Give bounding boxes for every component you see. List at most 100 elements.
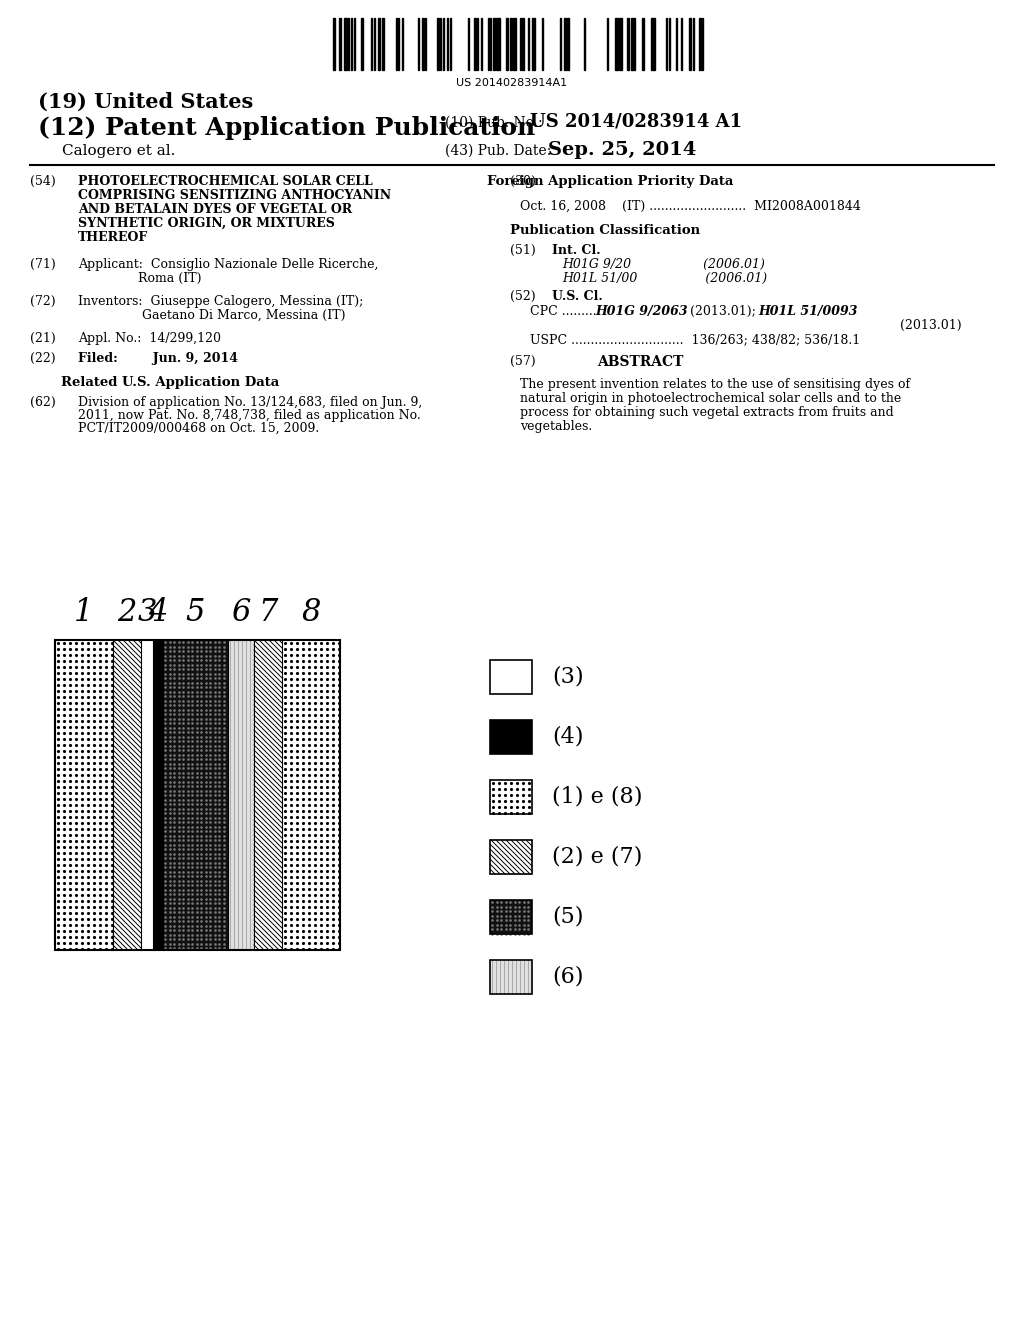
Text: Oct. 16, 2008    (IT) .........................  MI2008A001844: Oct. 16, 2008 (IT) .....................…	[520, 201, 861, 213]
Text: Int. Cl.: Int. Cl.	[552, 244, 601, 257]
Text: (71): (71)	[30, 257, 55, 271]
Text: (1) e (8): (1) e (8)	[552, 785, 642, 808]
Text: Related U.S. Application Data: Related U.S. Application Data	[60, 376, 280, 389]
Bar	[490, 780, 532, 814]
Bar	[339, 18, 341, 70]
Text: PCT/IT2009/000468 on Oct. 15, 2009.: PCT/IT2009/000468 on Oct. 15, 2009.	[78, 422, 319, 436]
Text: PHOTOELECTROCHEMICAL SOLAR CELL: PHOTOELECTROCHEMICAL SOLAR CELL	[78, 176, 373, 187]
Bar	[141, 640, 153, 950]
Text: 2: 2	[118, 597, 136, 628]
Text: Sep. 25, 2014: Sep. 25, 2014	[548, 141, 696, 158]
Bar	[437, 18, 439, 70]
Text: U.S. Cl.: U.S. Cl.	[552, 290, 603, 304]
Text: (19) United States: (19) United States	[38, 92, 253, 112]
Bar	[113, 640, 141, 950]
Bar	[474, 18, 476, 70]
Bar	[513, 18, 516, 70]
Text: (3): (3)	[552, 667, 584, 688]
Text: (51): (51)	[510, 244, 536, 257]
Bar	[490, 840, 532, 874]
Bar	[490, 900, 532, 935]
Text: H01L 51/00                 (2006.01): H01L 51/00 (2006.01)	[562, 272, 767, 285]
Text: US 20140283914A1: US 20140283914A1	[457, 78, 567, 88]
Text: H01G 9/2063: H01G 9/2063	[595, 305, 688, 318]
Bar	[631, 18, 635, 70]
Text: H01G 9/20                  (2006.01): H01G 9/20 (2006.01)	[562, 257, 765, 271]
Text: 2011, now Pat. No. 8,748,738, filed as application No.: 2011, now Pat. No. 8,748,738, filed as a…	[78, 409, 421, 422]
Text: 5: 5	[185, 597, 205, 628]
Text: Appl. No.:  14/299,120: Appl. No.: 14/299,120	[78, 333, 221, 345]
Text: (57): (57)	[510, 355, 536, 368]
Bar	[254, 640, 282, 950]
Bar	[490, 719, 532, 754]
Text: Division of application No. 13/124,683, filed on Jun. 9,: Division of application No. 13/124,683, …	[78, 396, 422, 409]
Text: 7: 7	[258, 597, 278, 628]
Text: COMPRISING SENSITIZING ANTHOCYANIN: COMPRISING SENSITIZING ANTHOCYANIN	[78, 189, 391, 202]
Text: Publication Classification: Publication Classification	[510, 224, 700, 238]
Bar	[490, 840, 532, 874]
Bar	[282, 640, 340, 950]
Bar	[490, 660, 532, 694]
Bar	[627, 18, 629, 70]
Text: 8: 8	[301, 597, 321, 628]
Text: USPC .............................  136/263; 438/82; 536/18.1: USPC ............................. 136/2…	[530, 333, 860, 346]
Bar	[490, 960, 532, 994]
Bar	[522, 18, 524, 70]
Text: (62): (62)	[30, 396, 55, 409]
Bar	[344, 18, 347, 70]
Text: natural origin in photoelectrochemical solar cells and to the: natural origin in photoelectrochemical s…	[520, 392, 901, 405]
Text: (4): (4)	[552, 726, 584, 748]
Bar	[55, 640, 340, 950]
Bar	[651, 18, 655, 70]
Bar	[618, 18, 622, 70]
Bar	[333, 18, 335, 70]
Text: The present invention relates to the use of sensitising dyes of: The present invention relates to the use…	[520, 378, 910, 391]
Text: H01L 51/0093: H01L 51/0093	[758, 305, 857, 318]
Bar	[55, 640, 113, 950]
Bar	[490, 780, 532, 814]
Bar	[493, 18, 495, 70]
Text: (54): (54)	[30, 176, 55, 187]
Text: US 2014/0283914 A1: US 2014/0283914 A1	[530, 114, 742, 131]
Text: (22): (22)	[30, 352, 55, 366]
Text: Gaetano Di Marco, Messina (IT): Gaetano Di Marco, Messina (IT)	[78, 309, 345, 322]
Text: Roma (IT): Roma (IT)	[78, 272, 202, 285]
Bar	[642, 18, 644, 70]
Bar	[699, 18, 701, 70]
Text: 3: 3	[137, 597, 157, 628]
Bar	[382, 18, 384, 70]
Text: (2013.01);: (2013.01);	[690, 305, 756, 318]
Bar	[567, 18, 569, 70]
Text: (5): (5)	[552, 906, 584, 928]
Bar	[228, 640, 254, 950]
Bar	[361, 18, 362, 70]
Text: Calogero et al.: Calogero et al.	[62, 144, 175, 158]
Text: (21): (21)	[30, 333, 55, 345]
Text: 1: 1	[75, 597, 93, 628]
Bar	[163, 640, 228, 950]
Bar	[378, 18, 380, 70]
Text: (43) Pub. Date:: (43) Pub. Date:	[445, 144, 551, 158]
Bar	[490, 960, 532, 994]
Text: AND BETALAIN DYES OF VEGETAL OR: AND BETALAIN DYES OF VEGETAL OR	[78, 203, 352, 216]
Text: process for obtaining such vegetal extracts from fruits and: process for obtaining such vegetal extra…	[520, 407, 894, 418]
Bar	[490, 900, 532, 935]
Text: (30): (30)	[510, 176, 536, 187]
Text: (52): (52)	[510, 290, 536, 304]
Bar	[490, 719, 532, 754]
Text: CPC .........: CPC .........	[530, 305, 597, 318]
Text: Applicant:  Consiglio Nazionale Delle Ricerche,: Applicant: Consiglio Nazionale Delle Ric…	[78, 257, 379, 271]
Text: THEREOF: THEREOF	[78, 231, 148, 244]
Bar	[564, 18, 566, 70]
Text: 4: 4	[148, 597, 168, 628]
Bar	[532, 18, 535, 70]
Text: (10) Pub. No.:: (10) Pub. No.:	[445, 116, 543, 129]
Bar	[615, 18, 618, 70]
Text: (2013.01): (2013.01)	[900, 319, 962, 333]
Text: (2) e (7): (2) e (7)	[552, 846, 642, 869]
Text: Foreign Application Priority Data: Foreign Application Priority Data	[486, 176, 733, 187]
Text: Inventors:  Giuseppe Calogero, Messina (IT);: Inventors: Giuseppe Calogero, Messina (I…	[78, 294, 364, 308]
Bar	[689, 18, 691, 70]
Bar	[490, 660, 532, 694]
Text: (12) Patent Application Publication: (12) Patent Application Publication	[38, 116, 536, 140]
